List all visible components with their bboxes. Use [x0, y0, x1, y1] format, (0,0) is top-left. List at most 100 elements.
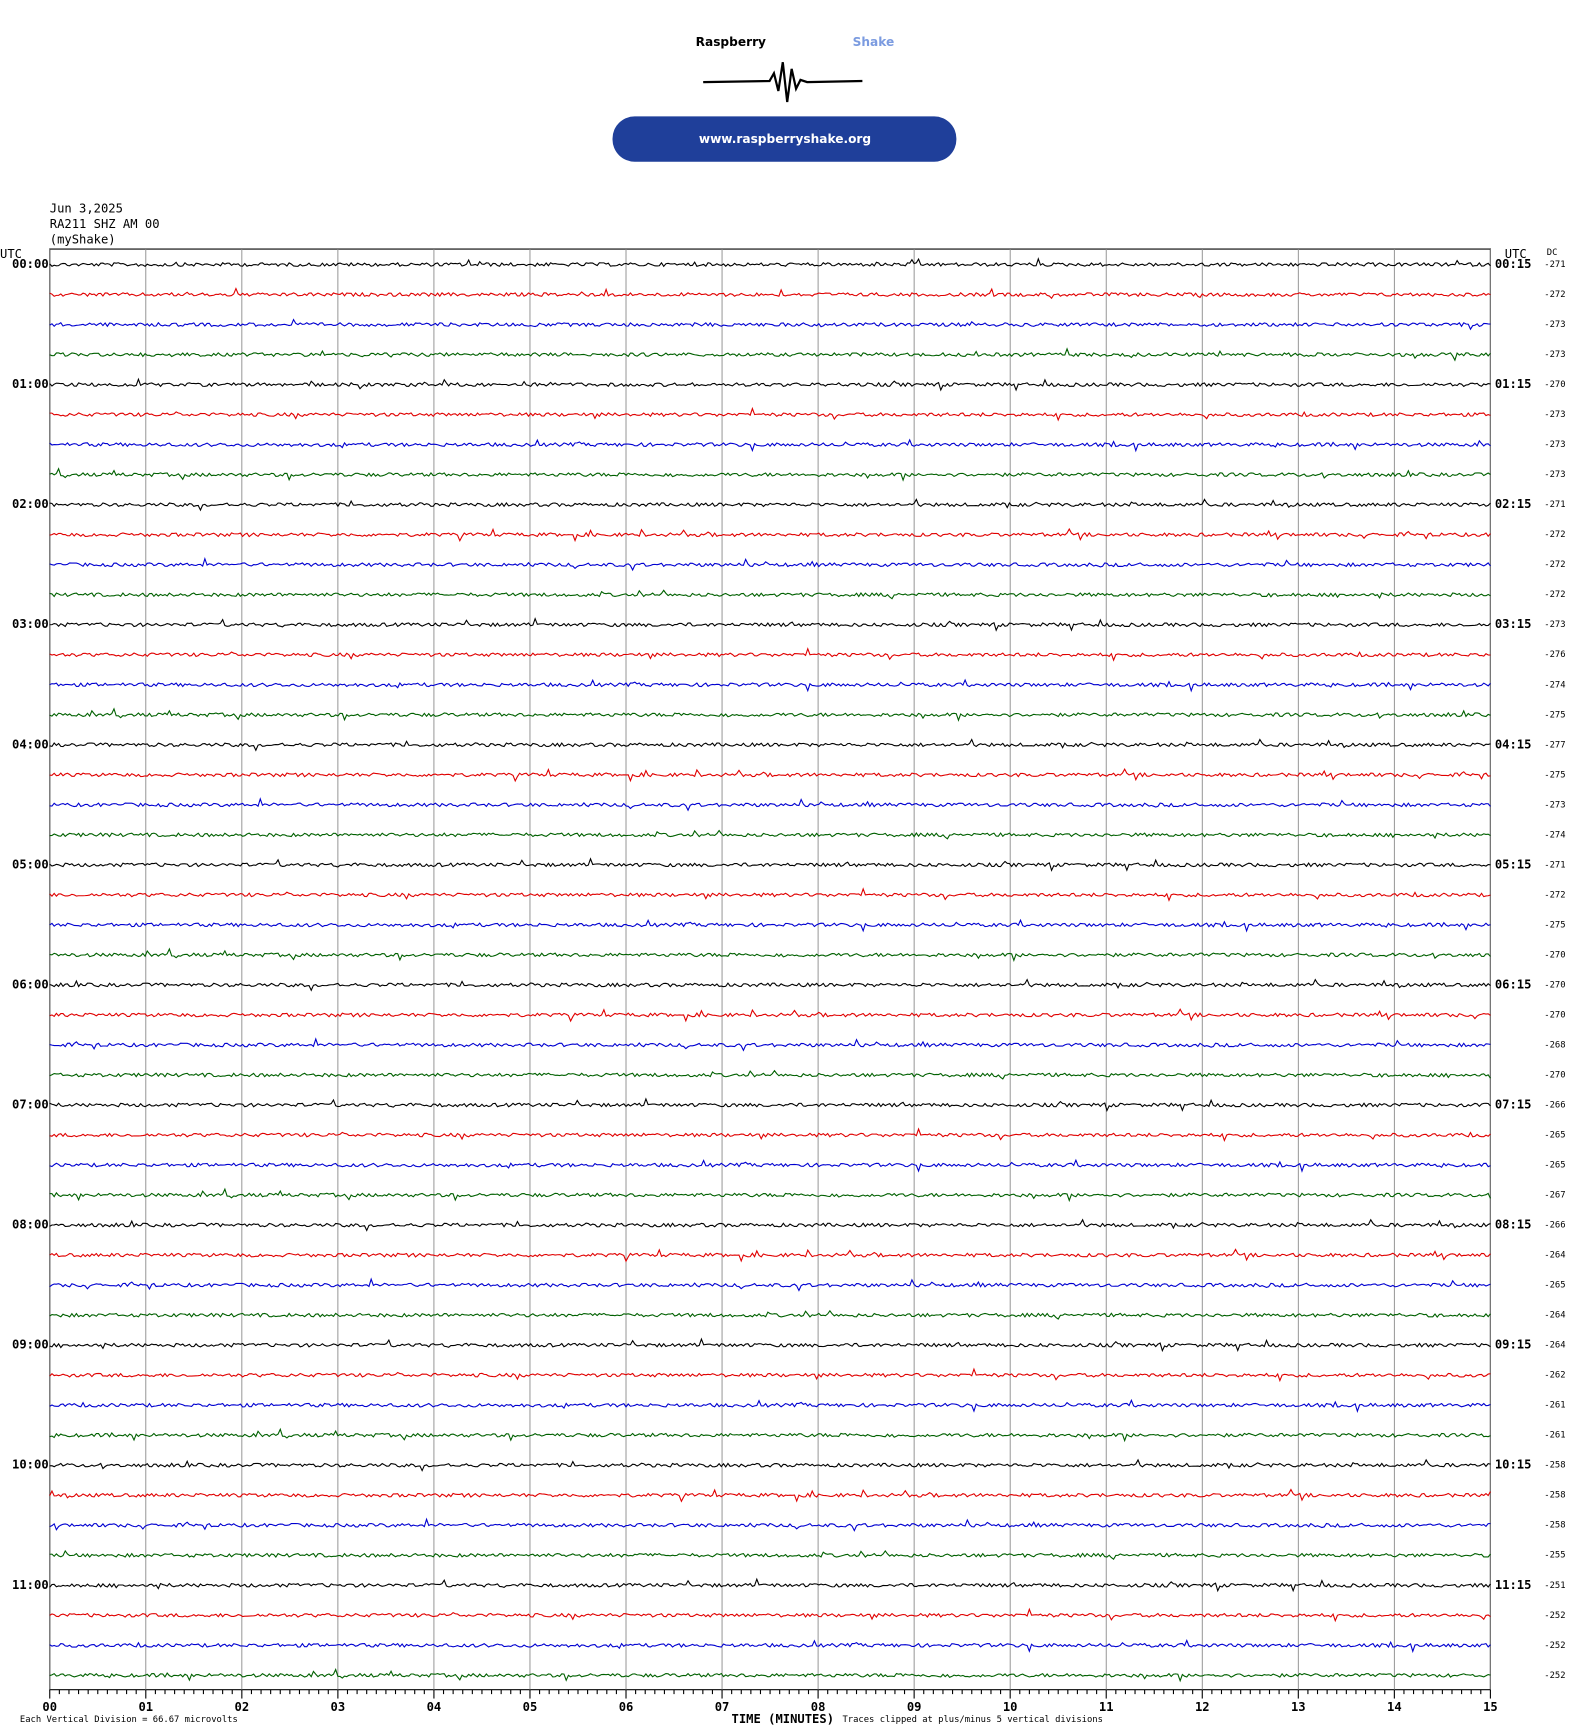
- x-tick-label: 06: [619, 1700, 634, 1714]
- brand-accent: Shake: [853, 35, 895, 49]
- dc-value: -251: [1544, 1581, 1565, 1591]
- dc-value: -272: [1544, 560, 1565, 570]
- trace: [49, 797, 1491, 812]
- trace: [49, 1367, 1491, 1383]
- right-time-label: 01:15: [1495, 377, 1532, 391]
- right-time-label: 04:15: [1495, 737, 1532, 751]
- dc-value: -265: [1544, 1161, 1565, 1171]
- x-tick-label: 09: [907, 1700, 922, 1714]
- trace: [49, 1037, 1491, 1052]
- right-axis-title: UTC: [1505, 247, 1527, 261]
- trace: [49, 829, 1491, 840]
- right-time-label: 02:15: [1495, 497, 1532, 511]
- trace: [49, 1187, 1491, 1203]
- dc-value: -261: [1544, 1401, 1565, 1411]
- dc-value: -274: [1544, 830, 1565, 840]
- x-tick-label: 04: [427, 1700, 442, 1714]
- trace: [49, 406, 1491, 422]
- url: www.raspberryshake.org: [699, 132, 871, 146]
- left-time-label: 03:00: [12, 617, 49, 631]
- scale-note: Each Vertical Division = 66.67 microvolt…: [20, 1715, 238, 1725]
- dc-value: -258: [1544, 1461, 1565, 1471]
- right-time-label: 05:15: [1495, 857, 1532, 871]
- right-time-label: 08:15: [1495, 1218, 1532, 1232]
- trace: [49, 1248, 1491, 1263]
- trace: [49, 767, 1491, 783]
- trace: [49, 617, 1491, 632]
- trace: [49, 1488, 1491, 1503]
- trace: [49, 1639, 1491, 1654]
- trace: [49, 1577, 1491, 1593]
- trace: [49, 978, 1491, 992]
- trace: [49, 1607, 1491, 1623]
- dc-value: -265: [1544, 1281, 1565, 1291]
- trace: [49, 347, 1491, 362]
- dc-value: -270: [1544, 380, 1565, 390]
- right-time-label: 00:15: [1495, 257, 1532, 271]
- dc-value: -270: [1544, 980, 1565, 990]
- trace: [49, 1008, 1491, 1023]
- right-time-label: 03:15: [1495, 617, 1532, 631]
- network: (myShake): [50, 233, 116, 247]
- dc-value: -271: [1544, 860, 1565, 870]
- x-tick-label: 08: [811, 1700, 826, 1714]
- left-time-label: 09:00: [12, 1338, 49, 1352]
- trace: [49, 647, 1491, 662]
- x-tick-label: 03: [331, 1700, 346, 1714]
- dc-value: -264: [1544, 1311, 1565, 1321]
- dc-value: -258: [1544, 1491, 1565, 1501]
- dc-value: -275: [1544, 920, 1565, 930]
- dc-value: -266: [1544, 1101, 1565, 1111]
- plot-frame: [49, 248, 1491, 1691]
- dc-value: -267: [1544, 1191, 1565, 1201]
- dc-value: -252: [1544, 1641, 1565, 1651]
- date: Jun 3,2025: [50, 202, 123, 216]
- trace: [49, 1427, 1491, 1443]
- trace: [49, 707, 1491, 722]
- left-time-label: 02:00: [12, 497, 49, 511]
- x-tick-label: 07: [715, 1700, 730, 1714]
- trace: [49, 1218, 1491, 1232]
- dc-value: -273: [1544, 410, 1565, 420]
- dc-value: -270: [1544, 1010, 1565, 1020]
- dc-value: -261: [1544, 1431, 1565, 1441]
- trace: [49, 1097, 1491, 1112]
- trace: [49, 438, 1491, 453]
- dc-value: -258: [1544, 1521, 1565, 1531]
- trace: [49, 1517, 1491, 1532]
- dc-value: -273: [1544, 470, 1565, 480]
- dc-value: -273: [1544, 350, 1565, 360]
- dc-value: -271: [1544, 500, 1565, 510]
- dc-title: DC: [1547, 248, 1558, 258]
- x-tick-label: 11: [1099, 1700, 1114, 1714]
- dc-value: -268: [1544, 1040, 1565, 1050]
- trace: [49, 1277, 1491, 1292]
- x-tick-label: 02: [235, 1700, 250, 1714]
- x-tick-label: 05: [523, 1700, 538, 1714]
- brand: Raspberry: [696, 35, 766, 49]
- trace: [49, 1458, 1491, 1472]
- trace: [49, 1309, 1491, 1320]
- trace: [49, 467, 1491, 482]
- trace: [49, 1398, 1491, 1413]
- dc-value: -273: [1544, 800, 1565, 810]
- dc-value: -273: [1544, 620, 1565, 630]
- left-time-label: 07:00: [12, 1098, 49, 1112]
- dc-value: -255: [1544, 1551, 1565, 1561]
- trace: [49, 318, 1491, 331]
- left-time-label: 00:00: [12, 257, 49, 271]
- trace: [49, 377, 1491, 392]
- right-time-label: 10:15: [1495, 1458, 1532, 1472]
- x-tick-label: 12: [1195, 1700, 1210, 1714]
- trace: [49, 556, 1491, 572]
- clip-note: Traces clipped at plus/minus 5 vertical …: [842, 1715, 1102, 1725]
- trace: [49, 678, 1491, 693]
- trace: [49, 1127, 1491, 1142]
- left-time-label: 06:00: [12, 977, 49, 991]
- dc-value: -270: [1544, 950, 1565, 960]
- dc-value: -277: [1544, 740, 1565, 750]
- left-time-label: 05:00: [12, 857, 49, 871]
- trace: [49, 257, 1491, 268]
